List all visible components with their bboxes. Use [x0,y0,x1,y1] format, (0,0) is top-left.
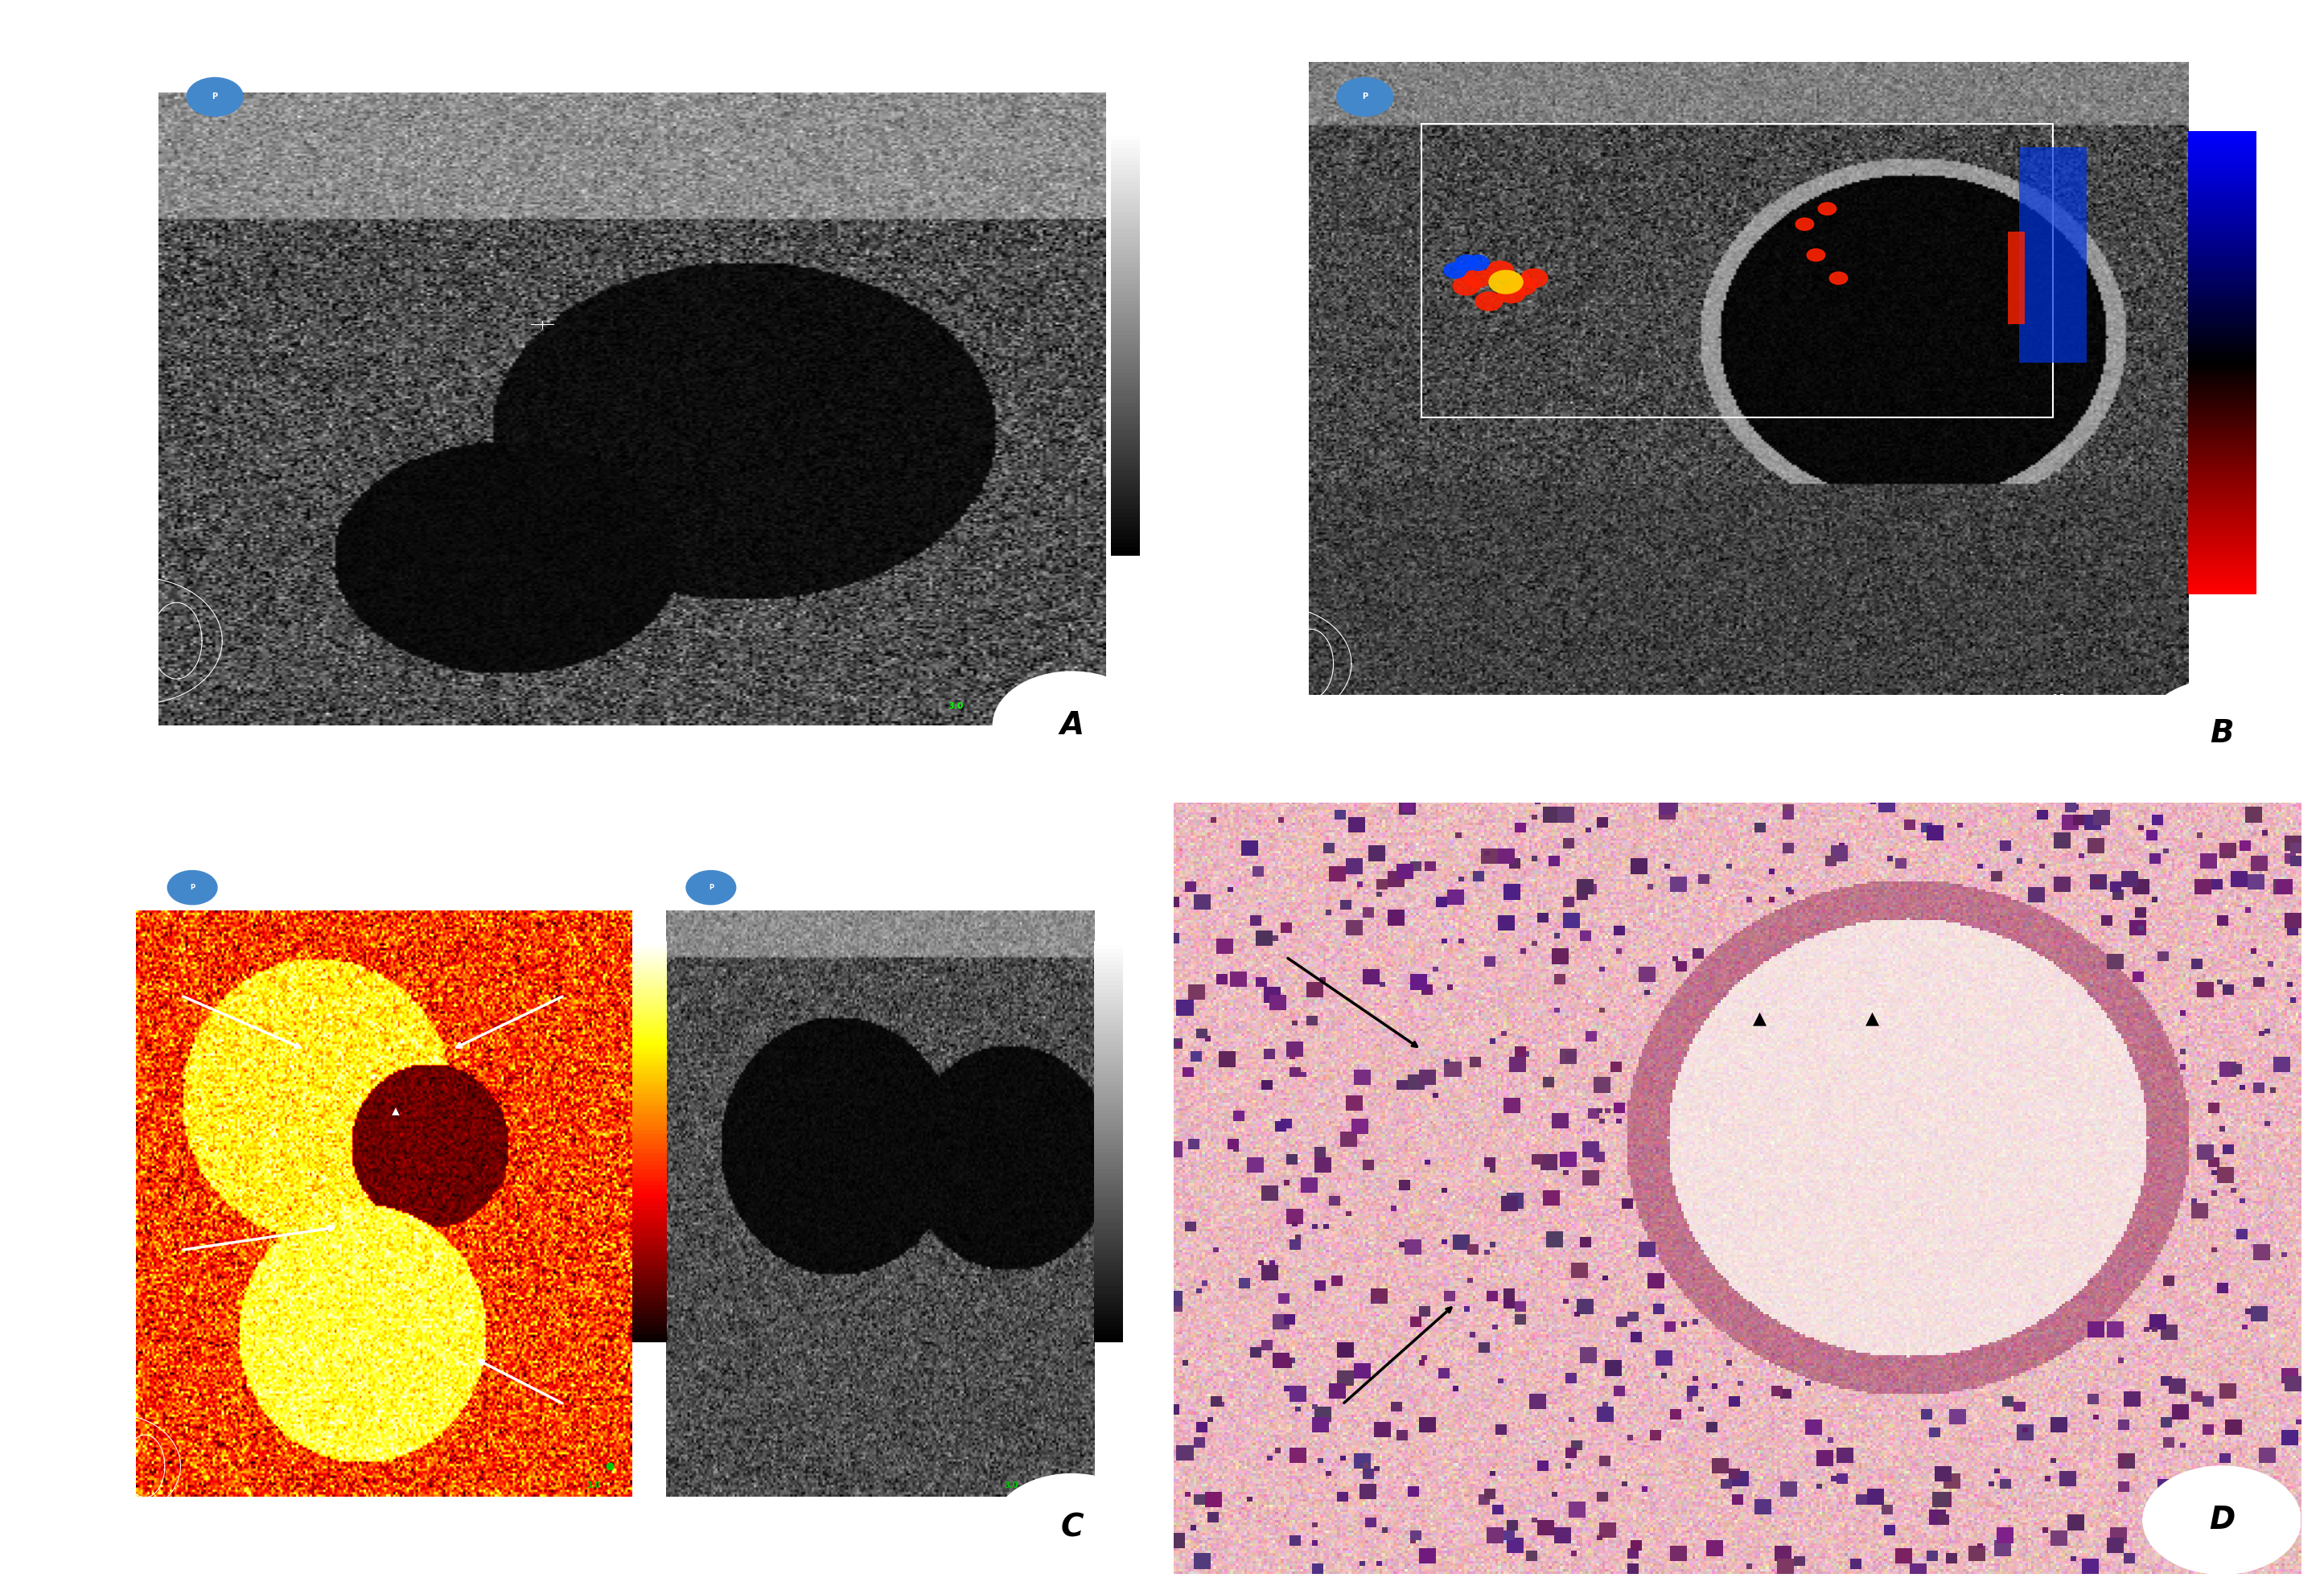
Circle shape [1443,262,1466,278]
Text: P Med: P Med [35,254,58,262]
Text: +5.0: +5.0 [2199,111,2215,118]
Text: MI0.06: MI0.06 [35,1034,58,1041]
Text: Gen: Gen [35,286,51,294]
Circle shape [992,1474,1150,1582]
Text: Low: Low [1185,471,1199,479]
Text: M2: M2 [1016,46,1030,54]
Text: CF: CF [1185,348,1197,356]
Text: CGen: CGen [35,1181,53,1188]
Circle shape [1796,218,1813,231]
Text: Tissue: Tissue [35,911,58,917]
Circle shape [186,78,244,116]
Text: P: P [709,884,713,890]
Text: FR 38Hz: FR 38Hz [35,46,74,54]
Bar [2008,232,2024,324]
Text: C: C [1060,1512,1083,1544]
Text: RS: RS [35,857,46,865]
Text: FR 8Hz: FR 8Hz [1185,46,1220,54]
Text: C 36: C 36 [35,1150,51,1158]
Circle shape [1808,250,1824,261]
Text: P Med: P Med [1185,254,1208,262]
Text: M1: M1 [1016,825,1030,833]
Text: P: P [211,92,218,100]
Bar [1422,124,2052,417]
Text: Res: Res [1185,286,1199,294]
Text: 3.0: 3.0 [1004,1482,1018,1490]
Circle shape [1452,277,1480,296]
Circle shape [1508,277,1536,296]
Text: Contrast: Contrast [35,1088,67,1096]
Text: 812Hz: 812Hz [1185,409,1211,417]
Text: +  Dist   1.83 cm: + Dist 1.83 cm [46,744,125,754]
Circle shape [1829,272,1848,285]
Text: 2D: 2D [1185,154,1197,162]
Text: B: B [2210,719,2233,749]
Circle shape [1336,78,1392,116]
Circle shape [2143,1466,2301,1574]
Circle shape [1487,261,1513,280]
Text: WF 40Hz: WF 40Hz [1185,440,1220,448]
Circle shape [1476,293,1504,310]
Text: 2D: 2D [35,154,46,162]
Text: JPEG: JPEG [2052,728,2066,733]
Text: C 0:30: C 0:30 [676,825,702,833]
Text: 81%: 81% [35,194,53,202]
Text: 86%: 86% [1185,194,1204,202]
Text: D: D [2208,1504,2236,1536]
Text: C 36: C 36 [35,973,51,979]
Circle shape [1464,269,1492,288]
Text: -5.0: -5.0 [2199,628,2212,634]
Text: 3.0: 3.0 [588,1482,602,1490]
Text: FR 15Hz: FR 15Hz [35,825,70,833]
Circle shape [686,871,737,905]
Text: A: A [1060,711,1083,741]
Text: RP: RP [1185,86,1197,94]
Text: ▲: ▲ [1866,1011,1880,1027]
Text: ▴: ▴ [390,1103,400,1119]
Text: MI0.06: MI0.06 [35,1212,58,1220]
Text: M3 M3: M3 M3 [2020,46,2047,54]
Text: 71%: 71% [1185,378,1204,386]
Bar [2020,146,2087,363]
Circle shape [1455,254,1478,270]
Circle shape [1817,202,1836,215]
Text: 3.5: 3.5 [2052,695,2066,703]
Text: P: P [1362,92,1369,100]
Text: P: P [191,884,195,890]
Text: RS: RS [35,86,49,94]
Text: C 64: C 64 [1185,224,1202,232]
Text: Gen: Gen [35,1003,49,1011]
Circle shape [1499,285,1525,302]
Text: cm/s: cm/s [2199,666,2215,673]
Text: ××  Dist   1.20 cm: ×× Dist 1.20 cm [46,768,130,776]
Text: M1: M1 [497,825,509,833]
Circle shape [2143,679,2301,787]
Text: ▲: ▲ [1752,1011,1766,1027]
Circle shape [1466,254,1490,270]
Text: C 36: C 36 [35,224,53,232]
Text: 3.0: 3.0 [948,703,964,711]
Text: 74%: 74% [35,1119,51,1126]
Circle shape [1490,270,1522,294]
Text: JPEG: JPEG [948,1515,960,1520]
Circle shape [1520,269,1548,288]
Circle shape [167,871,216,905]
Text: 84%: 84% [35,941,51,949]
Circle shape [992,671,1150,779]
